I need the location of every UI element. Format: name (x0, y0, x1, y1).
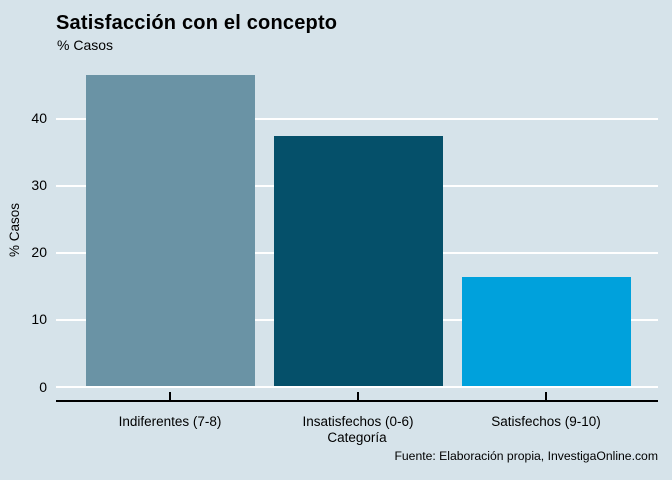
y-tick-label-0: 0 (39, 378, 47, 395)
y-gridline-40 (56, 117, 658, 120)
x-category-label-1: Indiferentes (7-8) (118, 414, 222, 429)
bar-1 (85, 74, 255, 386)
x-tick-2 (357, 392, 359, 400)
y-tick-label-10: 10 (31, 311, 47, 328)
x-tick-3 (545, 392, 547, 400)
x-category-label-3: Satisfechos (9-10) (491, 414, 601, 429)
bar-2 (273, 135, 443, 386)
x-category-label-2: Insatisfechos (0-6) (302, 414, 414, 429)
bar-3 (461, 276, 631, 386)
x-axis-line (56, 400, 658, 402)
source-note: Fuente: Elaboración propia, InvestigaOnl… (394, 449, 658, 463)
y-tick-label-30: 30 (31, 177, 47, 194)
x-axis-title: Categoría (327, 430, 387, 445)
x-tick-1 (169, 392, 171, 400)
chart-subtitle: % Casos (57, 37, 114, 53)
y-axis-title: % Casos (7, 202, 22, 258)
chart-title: Satisfacción con el concepto (56, 12, 338, 34)
y-tick-label-20: 20 (31, 244, 47, 261)
y-tick-label-40: 40 (31, 110, 47, 127)
y-gridline-0 (56, 386, 658, 389)
